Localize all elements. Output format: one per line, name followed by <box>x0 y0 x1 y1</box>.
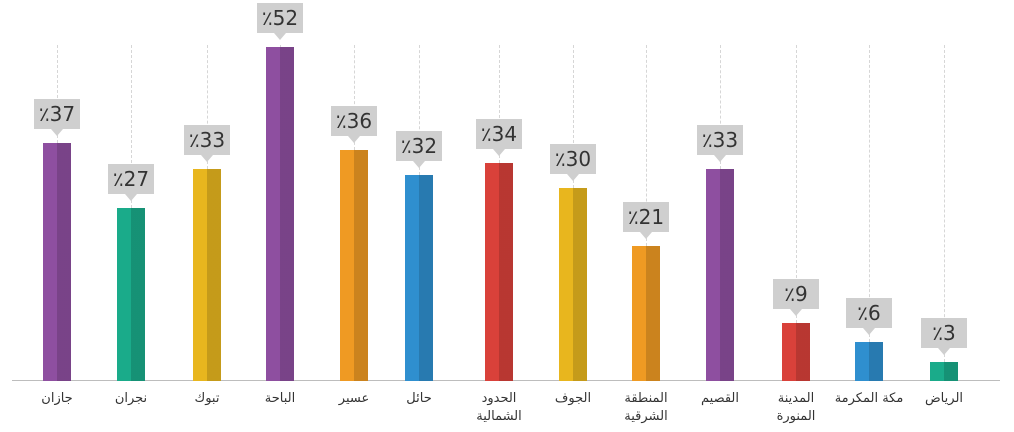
bar <box>485 162 513 381</box>
x-tick-label: الحدود الشمالية <box>476 391 522 424</box>
grid-line <box>720 45 721 170</box>
grid-line <box>207 45 208 170</box>
value-label: ٪37 <box>34 99 80 137</box>
value-label: ٪9 <box>773 279 819 317</box>
x-tick-label: مكة المكرمة <box>834 391 904 406</box>
x-tick-label: الرياض <box>924 391 964 406</box>
grid-line <box>499 45 500 163</box>
value-label: ٪36 <box>331 105 377 143</box>
x-tick-label: تبوك <box>194 391 220 406</box>
bar <box>405 175 433 381</box>
value-label: ٪32 <box>396 131 442 169</box>
value-label: ٪34 <box>476 118 522 156</box>
x-tick-label: حائل <box>406 391 432 406</box>
bar <box>632 246 660 381</box>
bar <box>782 323 810 381</box>
grid-line <box>944 45 945 362</box>
bar <box>340 149 368 381</box>
x-tick-label: المدينة المنورة <box>776 391 816 424</box>
bar <box>559 188 587 381</box>
grid-line <box>57 45 58 144</box>
bar <box>117 207 145 381</box>
bar <box>266 47 294 381</box>
grid-line <box>419 45 420 176</box>
x-tick-label: القصيم <box>701 391 739 406</box>
bar <box>193 169 221 381</box>
bar <box>706 169 734 381</box>
x-tick-label: نجران <box>114 391 148 406</box>
bar <box>930 361 958 381</box>
value-label: ٪30 <box>550 144 596 182</box>
value-label: ٪33 <box>184 125 230 163</box>
grid-line <box>573 45 574 189</box>
value-label: ٪3 <box>921 317 967 355</box>
grid-line <box>280 45 281 47</box>
grid-line <box>131 45 132 208</box>
value-label: ٪52 <box>257 3 303 40</box>
value-label: ٪6 <box>846 298 892 336</box>
bar <box>43 143 71 381</box>
value-label: ٪21 <box>623 202 669 240</box>
x-tick-label: عسير <box>338 391 370 406</box>
grid-line <box>796 45 797 324</box>
x-tick-label: جازان <box>41 391 73 406</box>
x-tick-label: الجوف <box>554 391 592 406</box>
value-label: ٪33 <box>697 125 743 163</box>
bar <box>855 342 883 381</box>
grid-line <box>646 45 647 247</box>
value-label: ٪27 <box>108 163 154 201</box>
grid-line <box>869 45 870 343</box>
grid-line <box>354 45 355 150</box>
x-tick-label: المنطقة الشرقية <box>624 391 668 424</box>
x-tick-label: الباحة <box>264 391 296 406</box>
